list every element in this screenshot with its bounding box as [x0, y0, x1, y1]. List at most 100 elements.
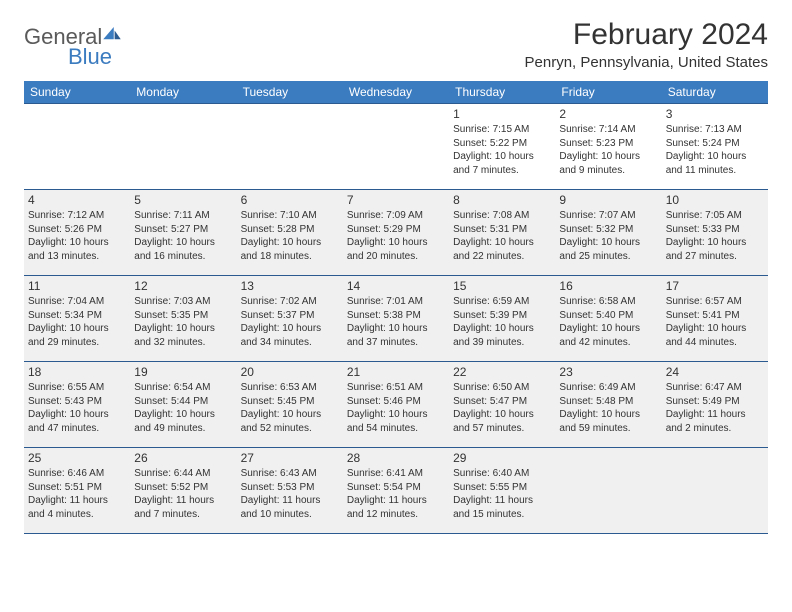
sunset-line: Sunset: 5:54 PM [347, 481, 445, 495]
daylight-line: Daylight: 11 hours and 15 minutes. [453, 494, 551, 521]
sunset-line: Sunset: 5:39 PM [453, 309, 551, 323]
sunrise-line: Sunrise: 7:11 AM [134, 209, 232, 223]
day-cell: 21 Sunrise: 6:51 AMSunset: 5:46 PMDayligh… [343, 362, 449, 448]
daylight-line: Daylight: 10 hours and 11 minutes. [666, 150, 764, 177]
day-number: 13 [241, 279, 339, 293]
daylight-line: Daylight: 10 hours and 29 minutes. [28, 322, 126, 349]
sunset-line: Sunset: 5:44 PM [134, 395, 232, 409]
day-number: 2 [559, 107, 657, 121]
sunset-line: Sunset: 5:51 PM [28, 481, 126, 495]
sunset-line: Sunset: 5:45 PM [241, 395, 339, 409]
day-number: 14 [347, 279, 445, 293]
sunset-line: Sunset: 5:24 PM [666, 137, 764, 151]
sunrise-line: Sunrise: 6:53 AM [241, 381, 339, 395]
sunset-line: Sunset: 5:22 PM [453, 137, 551, 151]
day-number: 16 [559, 279, 657, 293]
sunset-line: Sunset: 5:48 PM [559, 395, 657, 409]
sunset-line: Sunset: 5:31 PM [453, 223, 551, 237]
daylight-line: Daylight: 10 hours and 59 minutes. [559, 408, 657, 435]
sunrise-line: Sunrise: 7:05 AM [666, 209, 764, 223]
calendar-row: 18Sunrise: 6:55 AMSunset: 5:43 PMDayligh… [24, 362, 768, 448]
location: Penryn, Pennsylvania, United States [525, 54, 768, 71]
day-cell: 14 Sunrise: 7:01 AMSunset: 5:38 PMDayligh… [343, 276, 449, 362]
day-cell: 1Sunrise: 7:15 AMSunset: 5:22 PMDaylight… [449, 104, 555, 190]
daylight-line: Daylight: 11 hours and 10 minutes. [241, 494, 339, 521]
day-number: 15 [453, 279, 551, 293]
logo-text-blue: Blue [68, 44, 121, 70]
header: GeneralBlue February 2024 Penryn, Pennsy… [24, 18, 768, 71]
day-number: 12 [134, 279, 232, 293]
sunset-line: Sunset: 5:37 PM [241, 309, 339, 323]
day-cell: 17Sunrise: 6:57 AMSunset: 5:41 PMDayligh… [662, 276, 768, 362]
daylight-line: Daylight: 10 hours and 25 minutes. [559, 236, 657, 263]
sunrise-line: Sunrise: 7:01 AM [347, 295, 445, 309]
calendar-row: 11Sunrise: 7:04 AMSunset: 5:34 PMDayligh… [24, 276, 768, 362]
daylight-line: Daylight: 10 hours and 13 minutes. [28, 236, 126, 263]
sunset-line: Sunset: 5:52 PM [134, 481, 232, 495]
sunset-line: Sunset: 5:41 PM [666, 309, 764, 323]
daylight-line: Daylight: 10 hours and 22 minutes. [453, 236, 551, 263]
sunset-line: Sunset: 5:46 PM [347, 395, 445, 409]
day-cell: 12Sunrise: 7:03 AMSunset: 5:35 PMDayligh… [130, 276, 236, 362]
sunrise-line: Sunrise: 6:59 AM [453, 295, 551, 309]
sunrise-line: Sunrise: 6:55 AM [28, 381, 126, 395]
day-cell: 4Sunrise: 7:12 AMSunset: 5:26 PMDaylight… [24, 190, 130, 276]
sunrise-line: Sunrise: 6:58 AM [559, 295, 657, 309]
day-cell: 22Sunrise: 6:50 AMSunset: 5:47 PMDayligh… [449, 362, 555, 448]
day-number: 29 [453, 451, 551, 465]
sunset-line: Sunset: 5:49 PM [666, 395, 764, 409]
daylight-line: Daylight: 11 hours and 4 minutes. [28, 494, 126, 521]
daylight-line: Daylight: 10 hours and 54 minutes. [347, 408, 445, 435]
day-number: 6 [241, 193, 339, 207]
daylight-line: Daylight: 10 hours and 27 minutes. [666, 236, 764, 263]
sunrise-line: Sunrise: 6:50 AM [453, 381, 551, 395]
day-cell: 3Sunrise: 7:13 AMSunset: 5:24 PMDaylight… [662, 104, 768, 190]
day-number: 21 [347, 365, 445, 379]
day-cell: 24Sunrise: 6:47 AMSunset: 5:49 PMDayligh… [662, 362, 768, 448]
calendar-page: GeneralBlue February 2024 Penryn, Pennsy… [0, 0, 792, 552]
day-number: 8 [453, 193, 551, 207]
calendar-row: 4Sunrise: 7:12 AMSunset: 5:26 PMDaylight… [24, 190, 768, 276]
day-cell: 20Sunrise: 6:53 AMSunset: 5:45 PMDayligh… [237, 362, 343, 448]
day-cell: 6Sunrise: 7:10 AMSunset: 5:28 PMDaylight… [237, 190, 343, 276]
empty-cell [237, 104, 343, 190]
day-cell: 2Sunrise: 7:14 AMSunset: 5:23 PMDaylight… [555, 104, 661, 190]
sunrise-line: Sunrise: 7:04 AM [28, 295, 126, 309]
sunset-line: Sunset: 5:43 PM [28, 395, 126, 409]
weekday-header: Sunday [24, 81, 130, 104]
sunset-line: Sunset: 5:29 PM [347, 223, 445, 237]
sunrise-line: Sunrise: 6:51 AM [347, 381, 445, 395]
logo-sail-icon [103, 27, 121, 41]
daylight-line: Daylight: 10 hours and 49 minutes. [134, 408, 232, 435]
daylight-line: Daylight: 10 hours and 52 minutes. [241, 408, 339, 435]
sunrise-line: Sunrise: 6:49 AM [559, 381, 657, 395]
sunrise-line: Sunrise: 7:03 AM [134, 295, 232, 309]
sunrise-line: Sunrise: 7:02 AM [241, 295, 339, 309]
daylight-line: Daylight: 10 hours and 34 minutes. [241, 322, 339, 349]
daylight-line: Daylight: 10 hours and 37 minutes. [347, 322, 445, 349]
sunrise-line: Sunrise: 7:13 AM [666, 123, 764, 137]
day-number: 24 [666, 365, 764, 379]
sunrise-line: Sunrise: 7:12 AM [28, 209, 126, 223]
daylight-line: Daylight: 10 hours and 20 minutes. [347, 236, 445, 263]
calendar-row: 1Sunrise: 7:15 AMSunset: 5:22 PMDaylight… [24, 104, 768, 190]
sunrise-line: Sunrise: 6:47 AM [666, 381, 764, 395]
day-cell: 7Sunrise: 7:09 AMSunset: 5:29 PMDaylight… [343, 190, 449, 276]
day-cell: 9Sunrise: 7:07 AMSunset: 5:32 PMDaylight… [555, 190, 661, 276]
daylight-line: Daylight: 10 hours and 47 minutes. [28, 408, 126, 435]
daylight-line: Daylight: 10 hours and 32 minutes. [134, 322, 232, 349]
day-number: 1 [453, 107, 551, 121]
day-number: 27 [241, 451, 339, 465]
calendar-body: 1Sunrise: 7:15 AMSunset: 5:22 PMDaylight… [24, 104, 768, 534]
sunset-line: Sunset: 5:32 PM [559, 223, 657, 237]
sunrise-line: Sunrise: 6:46 AM [28, 467, 126, 481]
sunrise-line: Sunrise: 6:41 AM [347, 467, 445, 481]
sunset-line: Sunset: 5:53 PM [241, 481, 339, 495]
sunrise-line: Sunrise: 7:14 AM [559, 123, 657, 137]
day-number: 22 [453, 365, 551, 379]
sunset-line: Sunset: 5:38 PM [347, 309, 445, 323]
sunset-line: Sunset: 5:26 PM [28, 223, 126, 237]
sunset-line: Sunset: 5:34 PM [28, 309, 126, 323]
sunrise-line: Sunrise: 7:10 AM [241, 209, 339, 223]
month-title: February 2024 [525, 18, 768, 52]
